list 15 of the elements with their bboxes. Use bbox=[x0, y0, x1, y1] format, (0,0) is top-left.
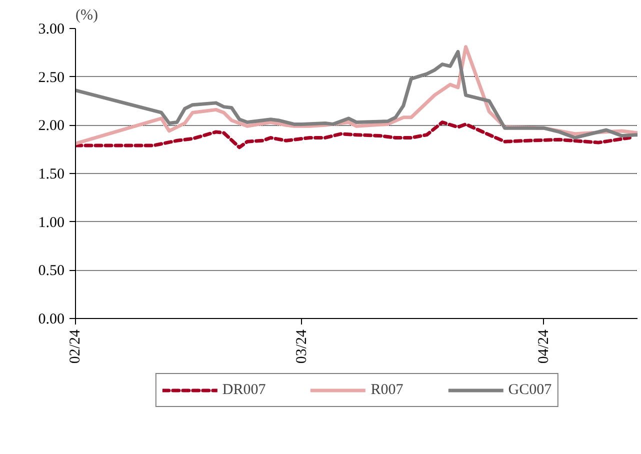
x-tick-label: 02/24 bbox=[68, 329, 84, 364]
legend-label: R007 bbox=[370, 382, 404, 398]
y-tick-label: 1.00 bbox=[38, 214, 64, 231]
legend-label: GC007 bbox=[508, 382, 552, 398]
line-series bbox=[76, 120, 632, 150]
y-axis-title: (%) bbox=[76, 8, 98, 24]
y-tick-label: 3.00 bbox=[38, 22, 64, 38]
y-tick-label: 0.00 bbox=[38, 312, 64, 328]
y-tick-label: 1.50 bbox=[38, 166, 64, 182]
x-tick-label: 03/24 bbox=[294, 329, 310, 364]
legend-label: DR007 bbox=[222, 382, 266, 398]
y-tick-label: 2.00 bbox=[38, 118, 64, 134]
y-tick-label: 2.50 bbox=[38, 70, 64, 86]
y-tick-label: 0.50 bbox=[38, 263, 64, 280]
x-tick-label: 04/24 bbox=[536, 329, 552, 364]
